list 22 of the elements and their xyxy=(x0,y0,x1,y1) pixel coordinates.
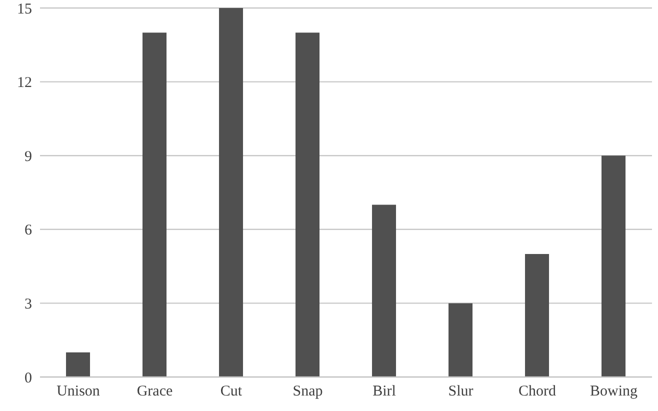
bar xyxy=(66,352,90,377)
y-tick-label: 0 xyxy=(24,370,32,386)
x-tick-label: Birl xyxy=(372,384,396,400)
y-tick-label: 6 xyxy=(24,222,32,239)
y-tick-label: 3 xyxy=(24,296,32,313)
bar xyxy=(525,254,550,377)
x-tick-label: Chord xyxy=(518,384,556,400)
bar xyxy=(372,204,396,377)
y-tick-label: 12 xyxy=(17,75,32,92)
bar xyxy=(296,32,320,377)
x-tick-label: Grace xyxy=(136,384,173,400)
x-tick-label: Cut xyxy=(220,384,243,400)
y-tick-label: 15 xyxy=(17,1,32,18)
x-tick-label: Unison xyxy=(56,384,100,400)
bar xyxy=(448,303,473,377)
y-tick-label: 9 xyxy=(24,148,32,165)
bar xyxy=(219,8,244,377)
x-tick-label: Slur xyxy=(448,384,474,400)
bar xyxy=(602,156,626,377)
bar xyxy=(142,32,167,377)
x-tick-label: Bowing xyxy=(590,384,638,400)
x-tick-label: Snap xyxy=(292,384,323,400)
